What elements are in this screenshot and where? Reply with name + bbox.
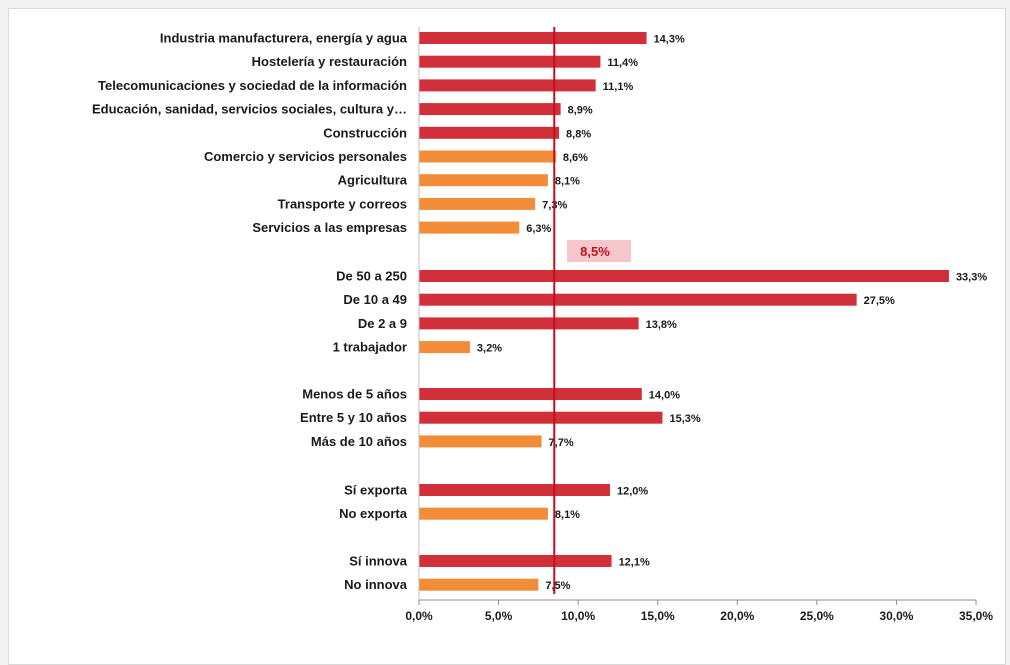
value-label-menos-de-5-anos: 14,0% [649,390,680,402]
bar-de-50-a-250 [419,270,949,282]
x-tick-label: 5,0% [485,609,513,623]
bar-telecomunicaciones-y-sociedad-de-la-informacion [419,79,596,92]
category-label-comercio-y-servicios-personales: Comercio y servicios personales [204,149,407,164]
bar-si-innova [419,555,612,567]
bar-no-innova [419,578,539,591]
category-label-1-trabajador: 1 trabajador [333,340,407,355]
x-tick-label: 10,0% [561,609,595,623]
bar-de-2-a-9 [419,317,639,330]
value-label-si-innova: 12,1% [619,557,650,569]
bar-educacion-sanidad-servicios-sociales-cultura-y [419,103,561,116]
value-label-mas-de-10-anos: 7,7% [549,437,574,449]
bar-1-trabajador [419,341,470,354]
category-label-de-10-a-49: De 10 a 49 [343,292,407,307]
value-label-hosteleria-y-restauracion: 11,4% [607,57,638,69]
category-label-educacion-sanidad-servicios-sociales-cultura-y: Educación, sanidad, servicios sociales, … [92,102,407,117]
value-label-no-innova: 7,5% [545,580,570,592]
value-label-no-exporta: 8,1% [555,509,580,521]
category-label-de-50-a-250: De 50 a 250 [336,269,407,284]
category-label-servicios-a-las-empresas: Servicios a las empresas [252,220,407,235]
bar-comercio-y-servicios-personales [419,150,556,163]
bar-menos-de-5-anos [419,388,642,400]
bar-construccion [419,126,560,139]
x-tick-label: 30,0% [879,609,913,623]
bar-agricultura [419,174,548,187]
x-tick-label: 0,0% [405,609,433,623]
value-label-de-2-a-9: 13,8% [646,319,677,331]
category-label-hosteleria-y-restauracion: Hostelería y restauración [252,54,407,69]
value-label-comercio-y-servicios-personales: 8,6% [563,152,588,164]
value-label-telecomunicaciones-y-sociedad-de-la-informacion: 11,1% [603,81,634,93]
value-label-1-trabajador: 3,2% [477,343,502,355]
reference-label: 8,5% [580,244,610,259]
value-label-de-50-a-250: 33,3% [956,272,987,284]
category-label-no-innova: No innova [344,577,408,592]
bar-transporte-y-correos [419,197,536,210]
value-label-construccion: 8,8% [566,128,591,140]
category-label-menos-de-5-anos: Menos de 5 años [302,387,407,402]
bar-mas-de-10-anos [419,435,542,448]
value-label-entre-5-y-10-anos: 15,3% [669,413,700,425]
category-label-entre-5-y-10-anos: Entre 5 y 10 años [300,410,407,425]
bar-hosteleria-y-restauracion [419,55,601,68]
bar-industria-manufacturera-energia-y-agua [419,32,647,44]
category-label-de-2-a-9: De 2 a 9 [358,316,407,331]
category-label-transporte-y-correos: Transporte y correos [278,196,407,211]
value-label-agricultura: 8,1% [555,176,580,188]
x-tick-label: 20,0% [720,609,754,623]
value-label-industria-manufacturera-energia-y-agua: 14,3% [654,34,685,46]
bar-entre-5-y-10-anos [419,411,663,424]
bar-de-10-a-49 [419,293,857,306]
value-label-de-10-a-49: 27,5% [864,295,895,307]
reference-label-background [567,240,631,262]
x-tick-label: 25,0% [800,609,834,623]
category-label-industria-manufacturera-energia-y-agua: Industria manufacturera, energía y agua [160,31,408,46]
category-label-si-exporta: Sí exporta [344,483,408,498]
category-label-agricultura: Agricultura [338,173,408,188]
category-label-construccion: Construcción [323,125,407,140]
bar-servicios-a-las-empresas [419,221,520,234]
category-label-mas-de-10-anos: Más de 10 años [311,434,407,449]
value-label-si-exporta: 12,0% [617,486,648,498]
category-label-si-innova: Sí innova [349,554,408,569]
bar-si-exporta [419,484,610,496]
x-tick-label: 15,0% [641,609,675,623]
value-label-servicios-a-las-empresas: 6,3% [526,223,551,235]
category-label-no-exporta: No exporta [339,506,408,521]
bar-no-exporta [419,507,548,520]
category-label-telecomunicaciones-y-sociedad-de-la-informacion: Telecomunicaciones y sociedad de la info… [98,78,407,93]
value-label-educacion-sanidad-servicios-sociales-cultura-y: 8,9% [568,105,593,117]
x-tick-label: 35,0% [959,609,993,623]
